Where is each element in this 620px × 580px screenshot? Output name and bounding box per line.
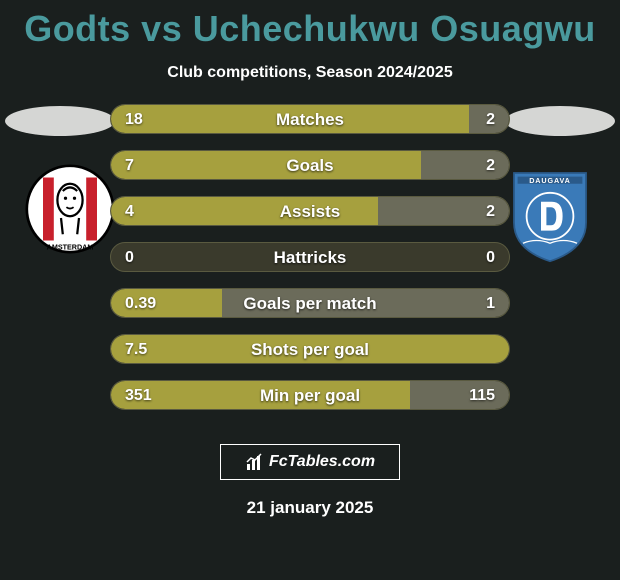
stat-label: Assists [111, 197, 509, 226]
footer-brand-box: FcTables.com [220, 444, 400, 480]
crest-right: DAUGAVA [505, 164, 595, 254]
stat-label: Matches [111, 105, 509, 134]
footer-brand-text: FcTables.com [269, 453, 375, 471]
svg-text:DAUGAVA: DAUGAVA [529, 176, 571, 185]
stat-label: Hattricks [111, 243, 509, 272]
stat-row: 7.5Shots per goal [110, 334, 510, 364]
stat-row: 00Hattricks [110, 242, 510, 272]
chart-icon [245, 452, 265, 472]
stat-row: 182Matches [110, 104, 510, 134]
ajax-crest-icon: AMSTERDAM [25, 164, 115, 254]
daugava-crest-icon: DAUGAVA [505, 164, 595, 263]
stat-row: 72Goals [110, 150, 510, 180]
page-title: Godts vs Uchechukwu Osuagwu [0, 0, 620, 50]
halo-right [505, 106, 615, 136]
subtitle: Club competitions, Season 2024/2025 [0, 64, 620, 82]
halo-left [5, 106, 115, 136]
stat-label: Shots per goal [111, 335, 509, 364]
stat-label: Goals [111, 151, 509, 180]
footer-date: 21 january 2025 [0, 498, 620, 518]
comparison-area: AMSTERDAM DAUGAVA 182Matches 72Goals 42Ass… [0, 104, 620, 424]
stat-row: 42Assists [110, 196, 510, 226]
svg-text:AMSTERDAM: AMSTERDAM [47, 243, 94, 252]
stat-label: Min per goal [111, 381, 509, 410]
stat-row: 0.391Goals per match [110, 288, 510, 318]
stat-label: Goals per match [111, 289, 509, 318]
crest-left: AMSTERDAM [25, 164, 115, 254]
stat-bars: 182Matches 72Goals 42Assists 00Hattricks 0.3… [110, 104, 510, 426]
stat-row: 351115Min per goal [110, 380, 510, 410]
